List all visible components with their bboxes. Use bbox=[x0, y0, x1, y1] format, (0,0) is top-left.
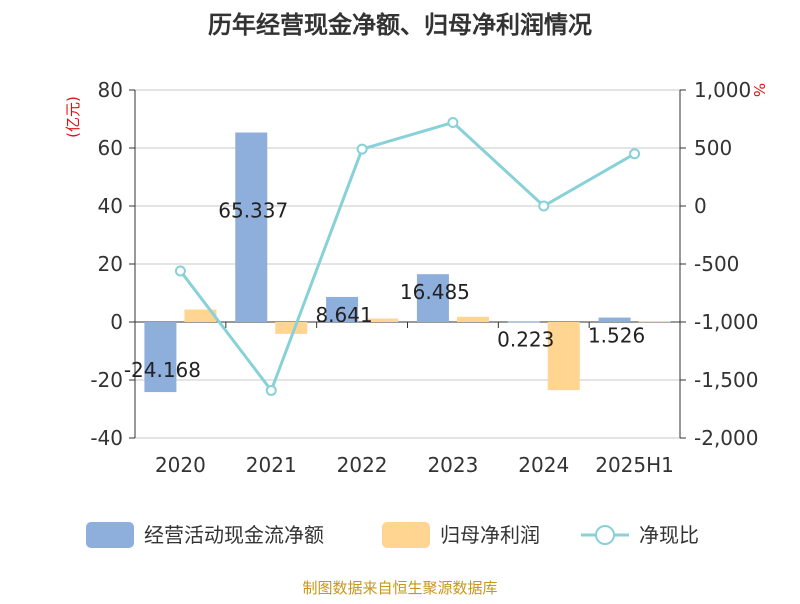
right-axis-tick-label: 500 bbox=[694, 136, 732, 160]
x-axis-tick-label: 2022 bbox=[337, 453, 388, 477]
cash-flow-data-label: 8.641 bbox=[315, 303, 372, 327]
cash-flow-data-label: 65.337 bbox=[218, 198, 288, 222]
cash-flow-bar bbox=[507, 321, 540, 323]
cash-flow-data-label: -24.168 bbox=[124, 358, 201, 382]
cash-flow-data-label: 0.223 bbox=[497, 327, 554, 351]
right-axis-tick-label: -500 bbox=[694, 252, 739, 276]
cash-flow-bar bbox=[598, 317, 631, 322]
net-profit-bar bbox=[638, 321, 671, 323]
right-axis-tick-label: 0 bbox=[694, 194, 707, 218]
left-axis-tick-label: 80 bbox=[98, 78, 123, 102]
net-profit-bar bbox=[275, 322, 308, 334]
cash-flow-bar bbox=[144, 322, 177, 393]
ratio-point bbox=[265, 384, 277, 396]
chart-title: 历年经营现金净额、归母净利润情况 bbox=[208, 11, 592, 39]
left-axis-tick-label: 20 bbox=[98, 252, 123, 276]
ratio-point bbox=[538, 200, 550, 212]
cash-flow-bar bbox=[326, 296, 359, 322]
x-axis-tick-label: 2023 bbox=[427, 453, 478, 477]
ratio-point bbox=[174, 265, 186, 277]
ratio-line-layer bbox=[174, 116, 641, 396]
legend-cash-flow-label: 经营活动现金流净额 bbox=[144, 523, 324, 547]
cash-flow-data-label: 16.485 bbox=[400, 280, 470, 304]
axes: 80 60 40 20 0 -20 -40 1,000 500 0 -500 -1,000 -1,500… bbox=[90, 78, 758, 477]
ratio-point bbox=[356, 143, 368, 155]
legend-ratio-label: 净现比 bbox=[639, 523, 699, 547]
ratio-point bbox=[629, 148, 641, 160]
cash-flow-bar bbox=[235, 132, 268, 322]
right-axis-tick-label: -2,000 bbox=[694, 426, 758, 450]
left-axis-tick-label: 60 bbox=[98, 136, 123, 160]
left-axis-unit: (亿元) bbox=[64, 96, 82, 138]
right-axis-tick-label: -1,000 bbox=[694, 310, 758, 334]
grid-lines bbox=[135, 89, 680, 439]
source-note: 制图数据来自恒生聚源数据库 bbox=[302, 579, 497, 597]
cash-flow-bar bbox=[416, 274, 449, 322]
left-axis-tick-label: 0 bbox=[110, 310, 123, 334]
bars-layer bbox=[144, 132, 671, 393]
legend-ratio-marker bbox=[595, 525, 615, 545]
ratio-line bbox=[179, 120, 636, 394]
ratio-point bbox=[447, 116, 459, 128]
data-labels-layer: -24.168 65.337 8.641 16.485 0.223 1.526 bbox=[124, 198, 645, 382]
x-axis-tick-label: 2025H1 bbox=[595, 453, 674, 477]
right-axis-tick-label: -1,500 bbox=[694, 368, 758, 392]
x-axis-tick-label: 2021 bbox=[246, 453, 297, 477]
legend: 经营活动现金流净额 归母净利润 净现比 bbox=[86, 522, 699, 548]
legend-cash-flow-swatch bbox=[86, 522, 134, 548]
x-axis-tick-label: 2020 bbox=[155, 453, 206, 477]
cash-flow-data-label: 1.526 bbox=[588, 324, 645, 348]
right-axis-tick-label: 1,000 bbox=[694, 78, 751, 102]
x-axis-tick-label: 2024 bbox=[518, 453, 569, 477]
left-axis-tick-label: -20 bbox=[90, 368, 123, 392]
legend-net-profit-label: 归母净利润 bbox=[440, 523, 540, 547]
left-axis-tick-label: -40 bbox=[90, 426, 123, 450]
legend-net-profit-swatch bbox=[382, 522, 430, 548]
net-profit-bar bbox=[366, 318, 399, 322]
right-axis-unit: % bbox=[750, 83, 768, 97]
net-profit-bar bbox=[547, 322, 580, 391]
left-axis-tick-label: 40 bbox=[98, 194, 123, 218]
net-profit-bar bbox=[184, 309, 217, 322]
net-profit-bar bbox=[456, 316, 489, 322]
